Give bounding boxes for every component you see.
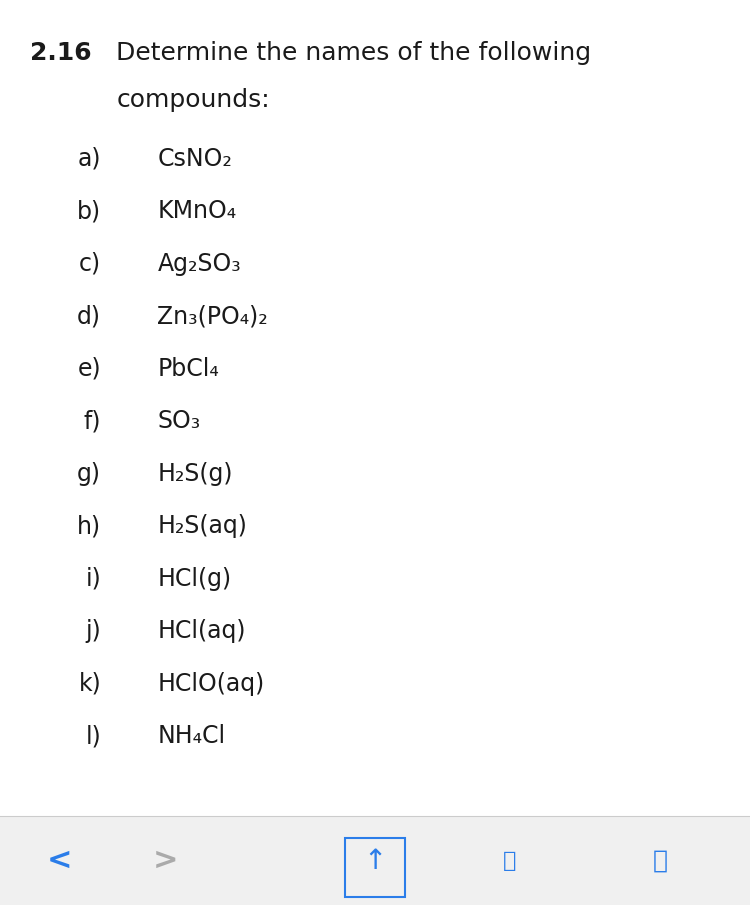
Text: j): j) [86, 619, 101, 643]
FancyBboxPatch shape [0, 816, 750, 905]
Text: b): b) [77, 199, 101, 224]
Text: ↑: ↑ [363, 847, 387, 874]
Text: c): c) [80, 252, 101, 276]
FancyBboxPatch shape [0, 0, 750, 819]
Text: a): a) [78, 147, 101, 171]
Text: H₂S(aq): H₂S(aq) [158, 514, 248, 538]
Text: 2.16: 2.16 [30, 41, 92, 65]
Text: k): k) [79, 672, 101, 696]
Text: >: > [152, 846, 178, 875]
Text: HCl(g): HCl(g) [158, 567, 232, 591]
Text: l): l) [86, 724, 101, 748]
Text: Ag₂SO₃: Ag₂SO₃ [158, 252, 242, 276]
Text: ⧉: ⧉ [652, 849, 668, 872]
Text: f): f) [84, 409, 101, 433]
Text: i): i) [86, 567, 101, 591]
Text: g): g) [77, 462, 101, 486]
Text: e): e) [78, 357, 101, 381]
Text: KMnO₄: KMnO₄ [158, 199, 237, 224]
Text: compounds:: compounds: [116, 88, 270, 112]
Text: d): d) [77, 304, 101, 329]
Text: SO₃: SO₃ [158, 409, 201, 433]
Text: HCl(aq): HCl(aq) [158, 619, 246, 643]
Text: h): h) [77, 514, 101, 538]
Text: CsNO₂: CsNO₂ [158, 147, 232, 171]
Text: NH₄Cl: NH₄Cl [158, 724, 226, 748]
Text: H₂S(g): H₂S(g) [158, 462, 233, 486]
Text: 📖: 📖 [503, 851, 517, 871]
Text: PbCl₄: PbCl₄ [158, 357, 219, 381]
Text: HClO(aq): HClO(aq) [158, 672, 265, 696]
Text: <: < [47, 846, 73, 875]
Text: Zn₃(PO₄)₂: Zn₃(PO₄)₂ [158, 304, 268, 329]
Text: Determine the names of the following: Determine the names of the following [116, 41, 591, 65]
